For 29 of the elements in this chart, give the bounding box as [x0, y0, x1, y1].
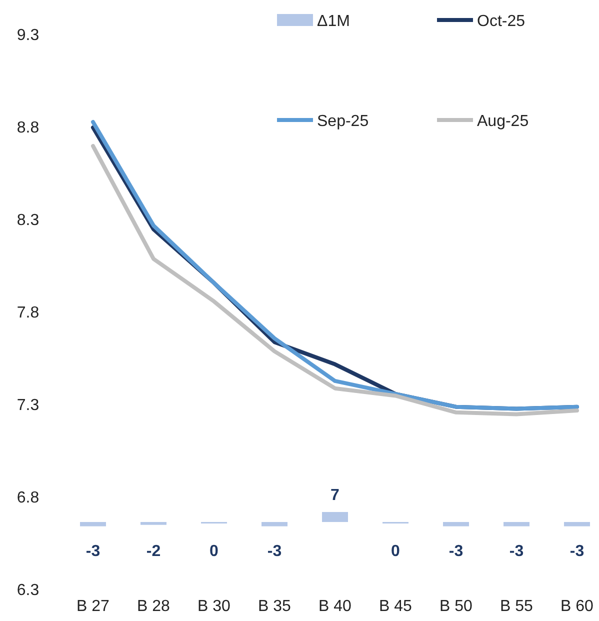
y-tick-label: 9.3 — [16, 27, 40, 44]
data-label: -3 — [570, 543, 584, 560]
y-tick-label: 6.3 — [16, 582, 40, 599]
x-tick-label: B 28 — [137, 598, 170, 615]
x-tick-label: B 30 — [198, 598, 231, 615]
y-tick-label: 6.8 — [16, 490, 40, 506]
data-label: -2 — [146, 543, 161, 560]
legend-label: Aug-25 — [477, 113, 529, 130]
data-label: 0 — [391, 543, 400, 560]
x-tick-label: B 45 — [379, 598, 412, 615]
legend-label: Δ1M — [317, 13, 350, 30]
x-tick-label: B 50 — [440, 598, 473, 615]
x-tick-label: B 60 — [560, 598, 594, 615]
data-label: 7 — [330, 487, 340, 504]
data-label: -3 — [509, 543, 524, 560]
x-tick-label: B 27 — [76, 598, 110, 615]
legend-label: Sep-25 — [317, 113, 369, 130]
data-label: -3 — [448, 543, 464, 560]
y-tick-label: 7.8 — [16, 304, 40, 322]
x-tick-label: B 35 — [258, 598, 292, 615]
x-tick-label: B 55 — [500, 598, 534, 615]
legend-label: Oct-25 — [477, 13, 526, 30]
y-tick-label: 7.3 — [16, 397, 40, 414]
y-tick-label: 8.8 — [16, 120, 40, 136]
data-label: -3 — [86, 543, 100, 560]
x-tick-label: B 40 — [318, 598, 352, 615]
data-label: -3 — [267, 543, 282, 560]
data-label: 0 — [210, 543, 219, 560]
y-tick-label: 8.3 — [16, 212, 40, 229]
